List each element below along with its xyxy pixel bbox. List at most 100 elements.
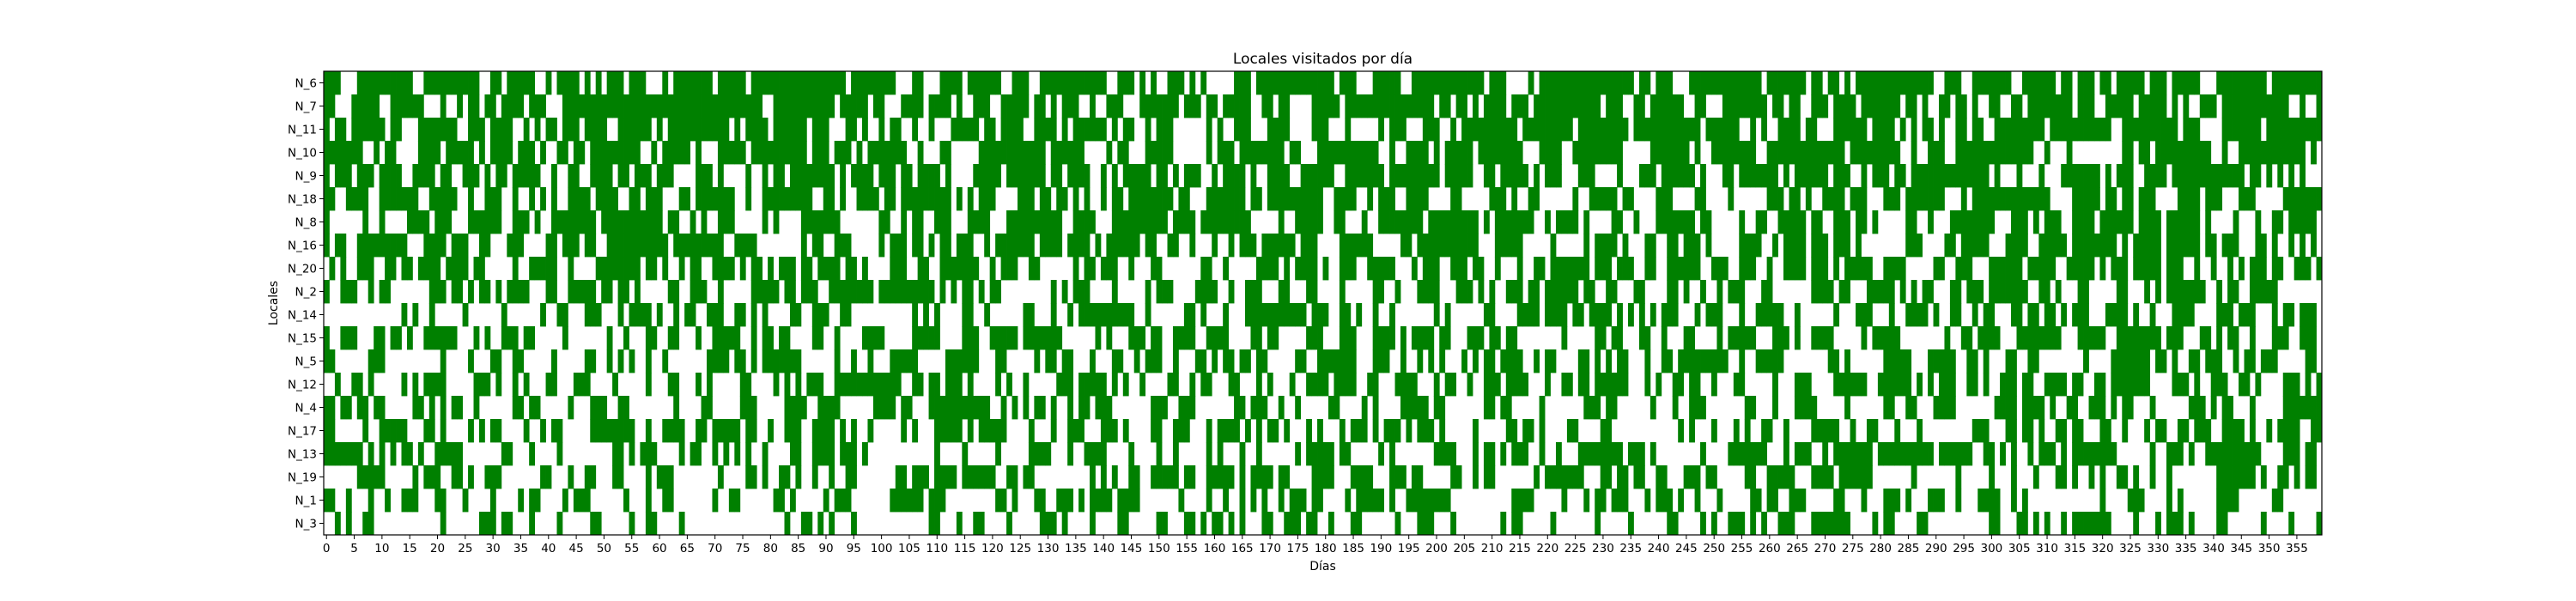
heatmap-cell xyxy=(356,187,363,211)
heatmap-cell xyxy=(345,141,352,165)
heatmap-cell xyxy=(2133,465,2140,489)
heatmap-cell xyxy=(2011,141,2017,165)
heatmap-cell xyxy=(2027,257,2034,281)
heatmap-cell xyxy=(2044,141,2050,165)
heatmap-cell xyxy=(1433,71,1440,95)
heatmap-cell xyxy=(1411,326,1418,350)
heatmap-cell xyxy=(2138,118,2145,142)
heatmap-cell xyxy=(1955,303,1962,327)
heatmap-cell xyxy=(1228,210,1235,234)
heatmap-cell xyxy=(446,118,453,142)
heatmap-cell xyxy=(1334,94,1340,118)
heatmap-cell xyxy=(1461,280,1467,304)
heatmap-cell xyxy=(1389,164,1395,188)
heatmap-cell xyxy=(1710,118,1717,142)
heatmap-cell xyxy=(1955,71,1962,95)
heatmap-cell xyxy=(2311,303,2317,327)
heatmap-cell xyxy=(584,303,591,327)
heatmap-cell xyxy=(1789,234,1795,258)
heatmap-cell xyxy=(762,164,769,188)
heatmap-cell xyxy=(1905,489,1912,513)
heatmap-cell xyxy=(945,187,951,211)
heatmap-cell xyxy=(1039,210,1046,234)
heatmap-cell xyxy=(489,210,496,234)
heatmap-cell xyxy=(2050,373,2057,397)
heatmap-cell xyxy=(434,210,441,234)
heatmap-cell xyxy=(1739,326,1746,350)
heatmap-cell xyxy=(1212,210,1218,234)
heatmap-cell xyxy=(2199,396,2206,420)
heatmap-cell xyxy=(345,396,352,420)
heatmap-cell xyxy=(2105,442,2111,466)
heatmap-cell xyxy=(1172,234,1179,258)
heatmap-cell xyxy=(1649,396,1656,420)
heatmap-cell xyxy=(829,465,835,489)
x-tick-label: 75 xyxy=(735,542,750,555)
heatmap-cell xyxy=(1755,71,1762,95)
heatmap-cell xyxy=(2099,257,2106,281)
heatmap-cell xyxy=(2233,349,2239,373)
heatmap-cell xyxy=(551,234,557,258)
heatmap-cell xyxy=(939,71,946,95)
heatmap-cell xyxy=(1206,280,1212,304)
heatmap-cell xyxy=(379,280,386,304)
heatmap-cell xyxy=(1172,326,1179,350)
heatmap-cell xyxy=(951,396,957,420)
heatmap-cell xyxy=(617,71,624,95)
heatmap-cell xyxy=(362,419,369,443)
heatmap-cell xyxy=(1167,94,1174,118)
heatmap-cell xyxy=(390,71,397,95)
heatmap-cell xyxy=(1278,280,1285,304)
heatmap-cell xyxy=(1805,396,1812,420)
heatmap-cell xyxy=(1122,71,1129,95)
heatmap-cell xyxy=(1289,141,1296,165)
heatmap-cell xyxy=(1656,187,1662,211)
heatmap-cell xyxy=(862,187,868,211)
heatmap-cell xyxy=(1888,489,1895,513)
heatmap-cell xyxy=(856,94,863,118)
heatmap-cell xyxy=(2311,396,2317,420)
heatmap-cell xyxy=(784,118,791,142)
heatmap-cell xyxy=(717,71,724,95)
heatmap-cell xyxy=(1750,257,1757,281)
heatmap-cell xyxy=(568,396,574,420)
heatmap-cell xyxy=(673,141,680,165)
heatmap-cell xyxy=(612,442,618,466)
heatmap-cell xyxy=(1649,234,1656,258)
heatmap-cell xyxy=(1356,303,1363,327)
heatmap-cell xyxy=(817,94,824,118)
heatmap-cell xyxy=(2316,187,2323,211)
heatmap-cell xyxy=(551,187,557,211)
heatmap-cell xyxy=(2271,489,2278,513)
heatmap-cell xyxy=(723,349,730,373)
heatmap-cell xyxy=(1789,512,1795,536)
heatmap-cell xyxy=(967,349,974,373)
heatmap-cell xyxy=(2293,442,2300,466)
heatmap-cell xyxy=(1234,419,1240,443)
heatmap-cell xyxy=(1361,164,1368,188)
heatmap-cell xyxy=(1888,512,1895,536)
heatmap-cell xyxy=(1045,442,1052,466)
heatmap-cell xyxy=(690,94,696,118)
heatmap-cell xyxy=(2282,442,2289,466)
heatmap-cell xyxy=(1267,373,1273,397)
heatmap-cell xyxy=(2155,141,2161,165)
heatmap-cell xyxy=(845,118,852,142)
heatmap-cell xyxy=(634,303,641,327)
heatmap-cell xyxy=(1067,164,1074,188)
heatmap-cell xyxy=(1156,442,1163,466)
heatmap-cell xyxy=(973,257,980,281)
heatmap-cell xyxy=(1261,94,1268,118)
heatmap-cell xyxy=(1928,141,1934,165)
heatmap-cell xyxy=(750,419,757,443)
heatmap-cell xyxy=(1550,164,1557,188)
heatmap-cell xyxy=(739,396,746,420)
heatmap-cell xyxy=(1800,234,1807,258)
heatmap-cell xyxy=(1511,419,1518,443)
heatmap-cell xyxy=(1550,234,1557,258)
heatmap-cell xyxy=(1689,71,1695,95)
heatmap-cell xyxy=(978,94,985,118)
heatmap-cell xyxy=(2227,396,2233,420)
heatmap-cell xyxy=(1267,512,1273,536)
heatmap-cell xyxy=(1284,465,1291,489)
